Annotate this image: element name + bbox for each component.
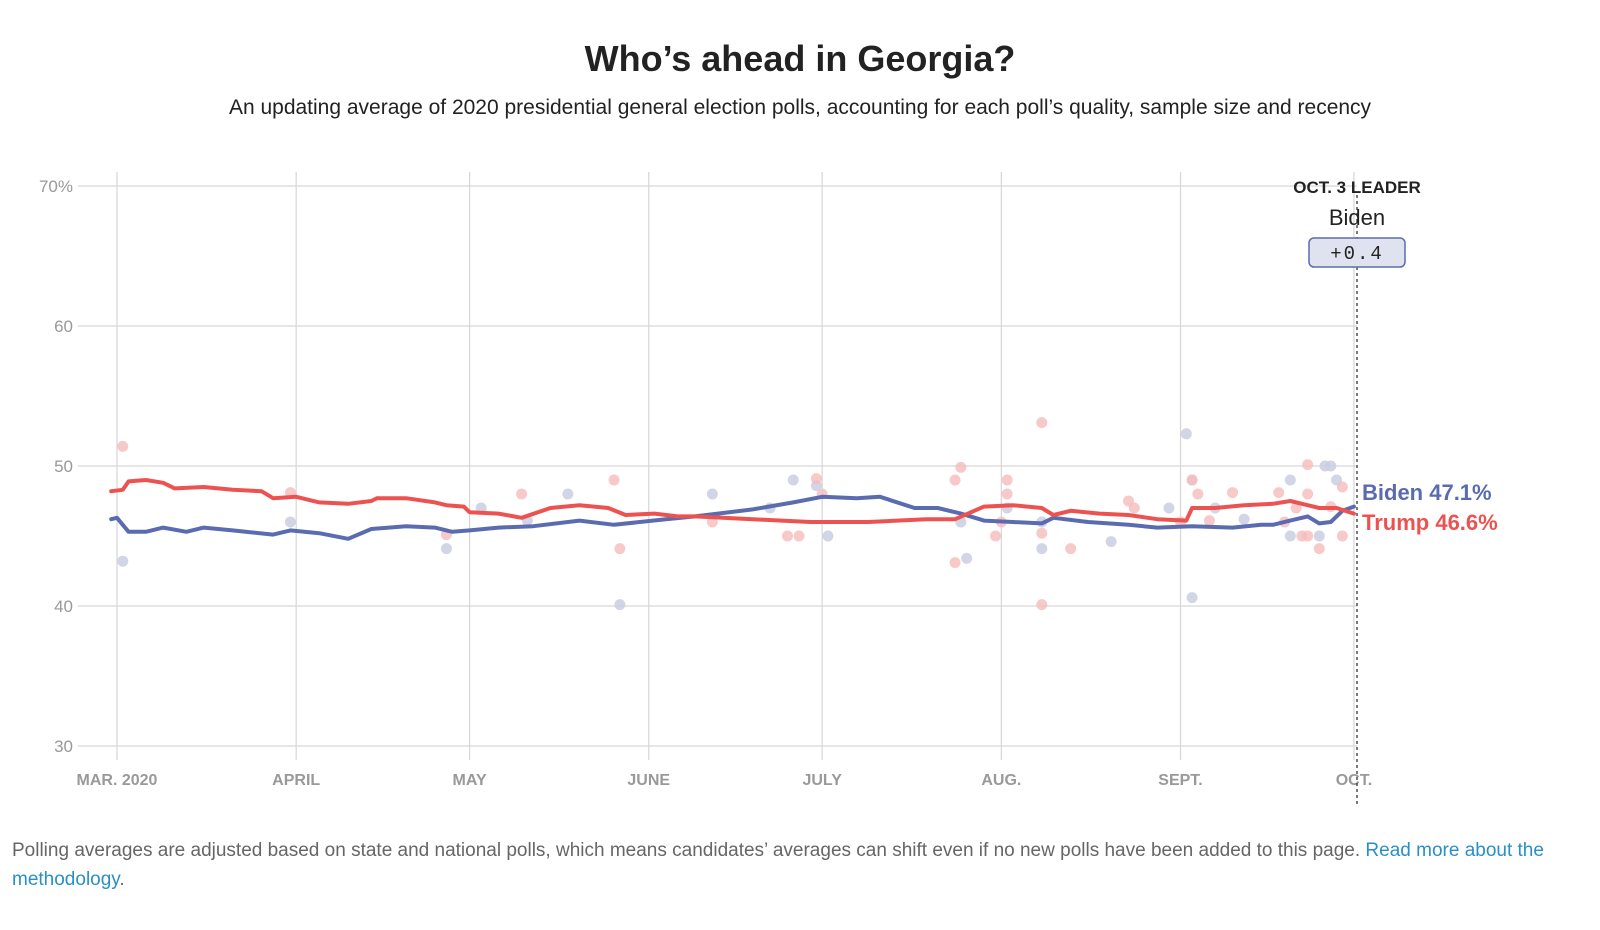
leader-box: OCT. 3 LEADER Biden +0.4	[1293, 178, 1421, 268]
x-axis-ticks: MAR. 2020 APRIL MAY JUNE JULY AUG. SEPT. OCT.	[77, 772, 1373, 789]
poll-dot-trump	[1128, 502, 1140, 514]
series-line-trump	[109, 478, 1356, 524]
poll-dot-trump	[1336, 530, 1348, 542]
poll-dot-trump	[1302, 530, 1314, 542]
poll-dot-biden	[706, 488, 718, 500]
footer-period: .	[119, 869, 125, 890]
poll-dot-trump	[1227, 487, 1239, 499]
poll-dot-trump	[1290, 502, 1302, 514]
x-tick-label: SEPT.	[1158, 772, 1202, 789]
poll-dot-trump	[1336, 481, 1348, 493]
poll-dot-trump	[516, 488, 528, 500]
poll-dot-biden	[1325, 460, 1337, 472]
y-tick-label: 50	[54, 457, 73, 476]
poll-dot-trump	[1313, 543, 1325, 555]
poll-dot-trump	[1036, 417, 1048, 429]
x-tick-label: MAY	[453, 772, 487, 789]
series-line-biden	[109, 494, 1356, 541]
y-tick-label: 60	[54, 317, 73, 336]
y-axis-ticks: 70% 60 50 40 30	[39, 177, 73, 756]
grid-layer	[78, 172, 1357, 760]
poll-dot-trump	[1186, 474, 1198, 486]
poll-dot-trump	[608, 474, 620, 486]
poll-dot-trump	[1203, 515, 1215, 527]
series-lines	[109, 478, 1356, 541]
poll-dot-trump	[949, 557, 961, 569]
poll-dot-trump	[117, 440, 129, 452]
y-tick-label: 40	[54, 597, 73, 616]
poll-dot-biden	[1313, 530, 1325, 542]
polling-average-chart: 70% 60 50 40 30 MAR. 2020 APRIL MAY JUNE JULY AUG…	[39, 172, 1498, 805]
poll-dot-trump	[810, 473, 822, 485]
poll-dot-biden	[1284, 474, 1296, 486]
poll-dot-trump	[1192, 488, 1204, 500]
leader-margin-badge	[1308, 237, 1406, 268]
poll-dot-trump	[1001, 488, 1013, 500]
footer-text: Polling averages are adjusted based on s…	[12, 840, 1361, 861]
poll-dot-trump	[990, 530, 1002, 542]
poll-dot-biden	[1186, 592, 1198, 604]
poll-dot-biden	[1238, 513, 1250, 525]
methodology-link[interactable]: Read more about the methodology	[12, 840, 1544, 890]
poll-dot-trump	[1302, 459, 1314, 471]
y-tick-label: 30	[54, 737, 73, 756]
x-tick-label: MAR. 2020	[77, 772, 158, 789]
poll-dot-biden	[1105, 536, 1117, 548]
leader-margin: +0.4	[1330, 243, 1384, 265]
poll-dot-biden	[961, 552, 973, 564]
poll-dot-trump	[1273, 487, 1285, 499]
x-tick-label: AUG.	[981, 772, 1021, 789]
poll-dot-trump	[1036, 599, 1048, 611]
end-label-trump: Trump 46.6%	[1362, 510, 1498, 535]
x-tick-label: APRIL	[272, 772, 320, 789]
leader-name: Biden	[1329, 205, 1385, 230]
chart-title: Who’s ahead in Georgia?	[584, 38, 1016, 79]
poll-dot-trump	[1001, 474, 1013, 486]
poll-dot-trump	[1302, 488, 1314, 500]
leader-label: OCT. 3 LEADER	[1293, 178, 1421, 197]
poll-dot-biden	[614, 599, 626, 611]
poll-dot-trump	[955, 461, 967, 473]
poll-dot-biden	[1036, 543, 1048, 555]
poll-dot-biden	[822, 530, 834, 542]
end-label-biden: Biden 47.1%	[1362, 480, 1492, 505]
x-tick-label: OCT.	[1336, 772, 1372, 789]
poll-dot-trump	[1065, 543, 1077, 555]
poll-dot-biden	[562, 488, 574, 500]
poll-dot-trump	[793, 530, 805, 542]
y-tick-label: 70%	[39, 177, 73, 196]
poll-dot-biden	[787, 474, 799, 486]
poll-dot-biden	[117, 555, 129, 567]
poll-dot-trump	[781, 530, 793, 542]
chart-subtitle: An updating average of 2020 presidential…	[228, 96, 1372, 119]
poll-dot-trump	[614, 543, 626, 555]
poll-dot-biden	[440, 543, 452, 555]
poll-dot-trump	[949, 474, 961, 486]
poll-dots	[117, 417, 1348, 611]
poll-dot-biden	[1180, 428, 1192, 440]
x-tick-label: JULY	[802, 772, 842, 789]
poll-dot-trump	[1036, 527, 1048, 539]
x-tick-label: JUNE	[627, 772, 670, 789]
poll-dot-biden	[284, 516, 296, 528]
footer-note: Polling averages are adjusted based on s…	[12, 836, 1572, 894]
poll-dot-biden	[1163, 502, 1175, 514]
poll-dot-biden	[1284, 530, 1296, 542]
